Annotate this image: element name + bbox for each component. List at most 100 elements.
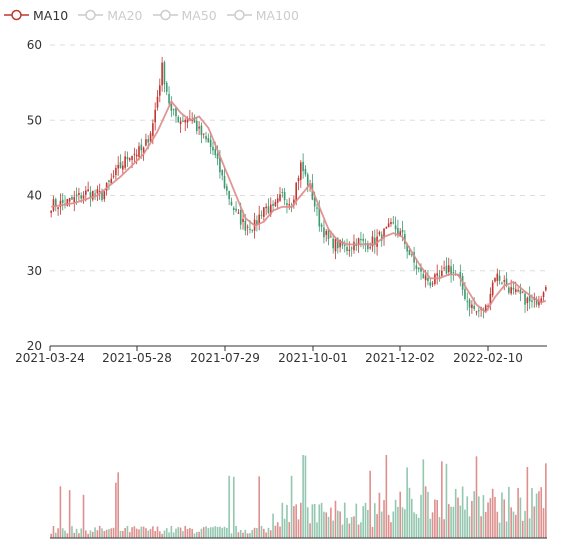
candle-body	[397, 228, 399, 235]
candle-body	[205, 136, 207, 140]
volume-bar	[61, 528, 64, 538]
volume-bar	[297, 519, 300, 538]
volume-bar	[133, 526, 136, 538]
ma10-line	[51, 99, 547, 314]
y-tick-label: 40	[27, 189, 42, 203]
candle-body	[538, 300, 540, 306]
legend-item-ma100[interactable]: MA100	[226, 8, 299, 23]
candle-body	[200, 125, 203, 136]
candle-body	[357, 238, 360, 245]
volume-bar	[232, 476, 235, 538]
candle-body	[401, 229, 404, 233]
candle-body	[339, 239, 341, 248]
candle-body	[300, 162, 302, 180]
volume-bar	[484, 511, 487, 538]
candle-body	[503, 280, 506, 282]
candle-body	[186, 118, 189, 123]
candle-body	[272, 204, 274, 206]
legend-line-circle-icon	[78, 9, 104, 21]
candle-body	[207, 137, 210, 143]
candle-body	[514, 289, 517, 292]
candle-body	[249, 228, 251, 230]
candle-body	[528, 294, 531, 302]
candle-body	[61, 199, 64, 203]
volume-bar	[221, 527, 224, 538]
volume-bar	[54, 532, 57, 538]
candle-body	[464, 289, 466, 299]
legend-item-ma20[interactable]: MA20	[78, 8, 143, 23]
candle-body	[179, 121, 182, 125]
candle-body	[521, 291, 524, 293]
candle-body	[142, 147, 145, 154]
volume-bar	[408, 487, 411, 538]
volume-bar	[158, 531, 161, 538]
x-tick-label: 2021-12-02	[365, 351, 435, 365]
volume-bar	[367, 509, 369, 538]
candle-body	[246, 226, 249, 228]
candle-body	[265, 206, 267, 209]
volume-bar	[195, 531, 198, 538]
candle-body	[267, 206, 270, 214]
volume-bar	[431, 512, 434, 538]
candle-body	[383, 228, 385, 239]
volume-bar	[184, 525, 187, 538]
legend-item-ma50[interactable]: MA50	[152, 7, 217, 23]
volume-bar	[538, 491, 540, 538]
candle-body	[369, 247, 371, 249]
volume-bar	[103, 530, 106, 538]
candle-body	[540, 298, 543, 304]
candle-body	[165, 82, 168, 92]
candle-body	[50, 210, 52, 213]
candle-body	[212, 146, 214, 151]
candle-body	[367, 243, 369, 250]
candle-body	[491, 282, 494, 296]
volume-bar	[521, 520, 524, 538]
volume-bar	[341, 524, 344, 538]
volume-bar	[202, 527, 205, 538]
volume-bar	[447, 504, 450, 538]
legend-label: MA50	[181, 7, 217, 23]
candle-body	[508, 287, 510, 293]
candle-body	[184, 120, 187, 123]
candle-body	[214, 149, 217, 155]
volume-bar	[154, 531, 156, 538]
volume-bar	[482, 495, 485, 538]
volume-bar	[311, 504, 314, 538]
volume-bar	[267, 527, 270, 538]
candle-body	[145, 139, 147, 146]
candle-body	[447, 265, 450, 273]
candle-body	[343, 245, 346, 247]
legend-label: MA10	[33, 7, 69, 23]
candle-body	[348, 249, 351, 252]
x-tick-label: 2021-10-01	[278, 351, 348, 365]
volume-bar	[353, 516, 355, 538]
volume-bar	[237, 532, 240, 538]
volume-bar	[503, 499, 506, 538]
volume-bar	[330, 507, 332, 538]
volume-bar	[454, 488, 457, 538]
candle-body	[149, 133, 152, 142]
candle-body	[182, 120, 184, 122]
candle-body	[52, 199, 55, 211]
candle-body	[158, 85, 161, 96]
candle-body	[78, 192, 80, 195]
volume-bar	[441, 461, 443, 538]
volume-bar	[475, 456, 478, 538]
volume-bar	[293, 506, 295, 538]
candle-body	[57, 207, 59, 209]
volume-bar	[360, 522, 362, 538]
volume-bar	[471, 500, 473, 538]
candle-body	[237, 212, 240, 214]
volume-bar	[147, 530, 150, 538]
candle-body	[436, 273, 439, 276]
candle-body	[133, 153, 136, 155]
legend-item-ma10[interactable]: MA10	[4, 8, 68, 23]
candle-body	[330, 236, 332, 238]
candle-body	[228, 190, 230, 200]
volume-bar	[244, 529, 247, 538]
candle-body	[128, 158, 131, 161]
volume-bar	[170, 525, 173, 538]
volume-bar	[468, 516, 471, 538]
volume-bar	[415, 514, 418, 538]
volume-bar	[168, 532, 170, 538]
